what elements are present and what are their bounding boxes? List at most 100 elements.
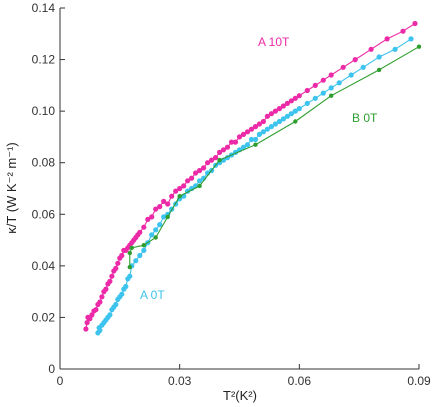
data-point-a-0t — [248, 136, 255, 143]
data-point-a-10t — [169, 193, 175, 199]
data-point-a-0t — [336, 80, 342, 86]
data-point-a-0t — [256, 131, 262, 137]
data-point-a-0t — [157, 222, 163, 228]
series-label-a0t: A 0T — [140, 288, 165, 302]
data-point-a-10t — [276, 106, 282, 112]
data-point-a-0t — [312, 95, 318, 101]
y-tick-label: 0.04 — [32, 259, 56, 273]
data-point-a-10t — [260, 118, 266, 125]
series-a-10t — [83, 20, 418, 332]
data-point-a-0t — [328, 85, 334, 91]
data-point-a-0t — [280, 116, 286, 122]
data-point-a-0t — [320, 90, 326, 96]
data-point-a-10t — [240, 131, 247, 137]
data-point-a-10t — [181, 183, 187, 189]
data-point-a-0t — [161, 214, 167, 220]
data-point-a-10t — [312, 82, 318, 88]
data-point-a-0t — [244, 142, 251, 148]
data-point-a-0t — [133, 258, 139, 264]
x-tick-label: 0.09 — [407, 374, 431, 388]
data-point-a-10t — [412, 20, 418, 27]
data-point-a-10t — [193, 170, 199, 176]
data-point-a-0t — [296, 106, 302, 112]
x-tick-label: 0.03 — [168, 374, 192, 388]
data-point-a-10t — [384, 36, 390, 42]
data-point-a-0t — [360, 64, 366, 70]
data-point-b-0t — [376, 67, 382, 73]
data-point-a-0t — [376, 54, 382, 60]
data-point-a-10t — [264, 113, 270, 119]
data-point-a-0t — [408, 36, 414, 42]
data-point-a-10t — [107, 278, 113, 284]
data-point-a-10t — [165, 201, 171, 207]
data-point-a-10t — [328, 72, 334, 78]
data-point-a-0t — [276, 118, 282, 125]
data-point-a-10t — [248, 126, 255, 132]
data-point-a-0t — [137, 252, 143, 259]
data-point-a-0t — [107, 312, 113, 318]
data-point-a-10t — [97, 299, 103, 305]
data-point-b-0t — [197, 183, 202, 189]
data-point-a-10t — [197, 167, 203, 174]
data-point-a-10t — [119, 252, 125, 259]
data-point-a-0t — [119, 291, 125, 297]
data-point-a-10t — [113, 265, 119, 271]
y-tick-label: 0.06 — [32, 207, 56, 221]
data-point-b-0t — [329, 93, 334, 98]
data-point-a-0t — [197, 178, 203, 184]
series-line-b-0t — [129, 46, 420, 268]
data-point-a-10t — [177, 185, 183, 192]
data-point-a-10t — [304, 87, 310, 94]
y-tick-label: 0.10 — [32, 104, 56, 118]
data-point-a-10t — [232, 139, 239, 145]
data-point-b-0t — [177, 194, 182, 199]
data-point-a-10t — [93, 307, 99, 313]
data-point-a-10t — [115, 260, 121, 266]
data-point-a-10t — [272, 108, 278, 114]
data-point-b-0t — [416, 44, 422, 49]
y-tick-label: 0.12 — [32, 53, 56, 67]
data-point-a-10t — [220, 147, 227, 153]
data-point-a-10t — [201, 165, 207, 171]
data-point-a-0t — [153, 227, 159, 233]
data-point-a-10t — [205, 160, 211, 166]
data-point-a-10t — [244, 129, 251, 135]
data-point-a-0t — [260, 129, 266, 135]
data-point-a-10t — [288, 98, 294, 104]
data-point-a-10t — [320, 77, 326, 83]
data-point-a-10t — [161, 198, 167, 204]
x-tick-label: 0 — [57, 374, 64, 388]
y-tick-label: 0 — [48, 362, 55, 376]
data-point-a-0t — [288, 111, 294, 117]
data-point-b-0t — [153, 235, 158, 240]
data-point-a-0t — [141, 247, 147, 253]
data-point-a-10t — [400, 28, 406, 34]
data-point-a-0t — [284, 113, 290, 119]
data-point-a-10t — [145, 216, 151, 222]
data-point-a-10t — [340, 64, 346, 70]
data-point-a-0t — [123, 283, 129, 290]
y-tick-label: 0.08 — [32, 156, 56, 170]
data-point-a-10t — [213, 155, 219, 161]
data-point-b-0t — [253, 142, 258, 147]
data-point-a-0t — [240, 144, 247, 150]
data-point-a-10t — [153, 206, 159, 212]
data-point-b-0t — [127, 250, 132, 256]
data-point-a-10t — [284, 100, 290, 106]
data-point-a-10t — [217, 149, 223, 155]
data-point-b-0t — [217, 157, 222, 163]
data-point-a-10t — [280, 103, 286, 109]
data-point-a-0t — [149, 232, 155, 238]
data-point-a-10t — [352, 57, 358, 63]
series-b-0t — [127, 44, 422, 270]
data-point-a-10t — [109, 273, 115, 279]
data-point-a-10t — [252, 124, 259, 130]
data-point-b-0t — [127, 264, 132, 270]
data-point-a-10t — [368, 46, 374, 52]
data-point-b-0t — [141, 243, 146, 248]
y-tick-label: 0.02 — [32, 310, 56, 324]
data-point-a-10t — [99, 294, 105, 300]
data-point-b-0t — [293, 119, 298, 124]
plot-area — [59, 8, 419, 370]
